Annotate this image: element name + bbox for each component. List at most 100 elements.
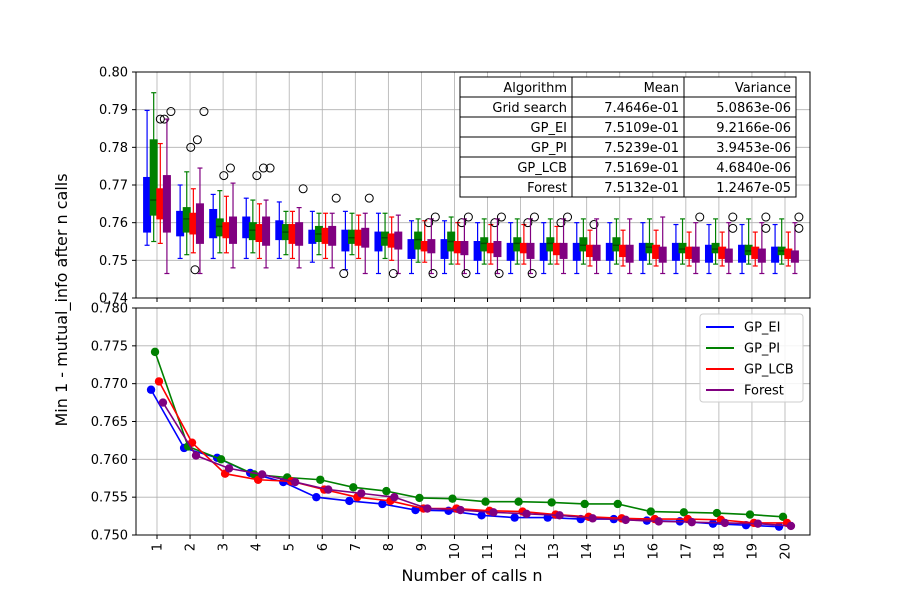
box-body [215, 218, 224, 237]
series-point [646, 507, 656, 516]
table-value: GP_LCB [517, 161, 567, 176]
outlier-point [430, 212, 440, 222]
box-body [757, 248, 766, 263]
outlier-point [252, 171, 262, 181]
box-body [341, 229, 350, 252]
series-point [510, 513, 519, 522]
outlier-point [461, 269, 471, 279]
series-point [786, 521, 796, 531]
table-value: GP_EI [531, 121, 567, 136]
top-boxes [143, 92, 804, 279]
outlier-point [364, 193, 374, 203]
table-value: GP_PI [531, 141, 567, 156]
table-cell [683, 176, 797, 198]
series-point [481, 497, 490, 506]
bottom-xtick-label: 18 [712, 543, 727, 560]
top-ytick-label: 0.75 [99, 254, 128, 269]
table-header: Mean [644, 81, 679, 96]
outlier-point [428, 269, 438, 279]
box-body [182, 207, 191, 233]
outlier-point [331, 193, 341, 203]
box-body [262, 216, 271, 246]
table-value: 5.0863e-06 [716, 101, 791, 116]
box-body [222, 222, 231, 239]
outlier-point [589, 220, 599, 230]
series-point [191, 451, 201, 460]
outlier-point [728, 223, 738, 233]
bottom-xtick-label: 16 [646, 543, 661, 560]
outlier-point [728, 212, 738, 222]
top-axes: 0.80 0.79 0.78 0.77 0.76 0.75 0.74 [99, 66, 811, 307]
bottom-ytick-label: 0.765 [91, 415, 128, 430]
table-value: 4.6840e-06 [716, 161, 791, 176]
bottom-lines [146, 347, 796, 531]
series-point [324, 485, 333, 494]
bottom-xtick-label: 1 [151, 543, 166, 551]
table-header: Variance [735, 81, 791, 96]
box-body [195, 203, 204, 244]
outlier-point [494, 269, 504, 279]
box-body [645, 242, 654, 254]
bottom-xtick-label: 5 [283, 543, 298, 551]
bottom-xtick-label: 14 [580, 543, 595, 560]
series-point [290, 477, 300, 487]
top-ytick-label: 0.78 [99, 141, 128, 156]
outlier-point [563, 212, 573, 222]
outlier-point [496, 212, 506, 222]
outlier-point [523, 218, 533, 228]
bottom-xtick-label: 15 [613, 543, 628, 560]
table-value: 7.5239e-01 [604, 141, 679, 156]
outlier-point [219, 171, 229, 181]
outlier-point [794, 212, 804, 222]
legend-box [699, 313, 804, 403]
bottom-xtick-label: 19 [745, 543, 760, 560]
outlier-point [556, 218, 566, 228]
box-body [546, 237, 555, 252]
bottom-xtick-label: 20 [779, 543, 794, 560]
outlier-point [186, 142, 196, 152]
series-point [745, 510, 755, 519]
box-body [209, 208, 218, 239]
bottom-xtick-label: 10 [448, 543, 463, 560]
table-value: 7.5132e-01 [604, 181, 679, 196]
series-point [778, 512, 788, 522]
box-body [248, 222, 257, 241]
bottom-xtick-label: 4 [250, 543, 265, 551]
box-body [738, 244, 747, 263]
series-point [753, 519, 763, 528]
series-line-forest [162, 402, 792, 527]
table-value: 7.5169e-01 [604, 161, 679, 176]
box-body [638, 242, 647, 261]
series-point [378, 499, 387, 509]
bottom-xtick-label: 9 [415, 543, 430, 551]
box-body [176, 210, 185, 237]
series-point [146, 385, 156, 394]
box-body [724, 248, 733, 263]
bottom-xtick-label: 3 [217, 543, 232, 551]
box-body [288, 224, 297, 244]
box-body [519, 242, 528, 254]
series-point [514, 497, 523, 506]
legend-label: GP_PI [744, 342, 780, 357]
box-body [189, 212, 198, 235]
box-body [348, 229, 357, 244]
bottom-ytick-label: 0.780 [91, 302, 128, 317]
series-point [654, 517, 663, 526]
top-ytick-label: 0.77 [99, 179, 128, 194]
box-body [652, 244, 661, 259]
table-value: Grid search [492, 101, 567, 116]
box-body [354, 229, 363, 246]
bottom-axes-frame [135, 307, 811, 536]
outlier-point [490, 218, 500, 228]
outlier-point [388, 269, 398, 279]
outlier-point [339, 269, 349, 279]
outlier-point [529, 212, 539, 222]
series-point [522, 509, 531, 519]
table-value: 1.2467e-05 [716, 181, 791, 196]
box-body [460, 241, 469, 256]
box-body [744, 244, 753, 256]
box-body [308, 229, 317, 244]
bottom-ytick-label: 0.755 [91, 491, 128, 506]
outlier-point [258, 163, 268, 173]
top-ytick-label: 0.76 [99, 216, 128, 231]
